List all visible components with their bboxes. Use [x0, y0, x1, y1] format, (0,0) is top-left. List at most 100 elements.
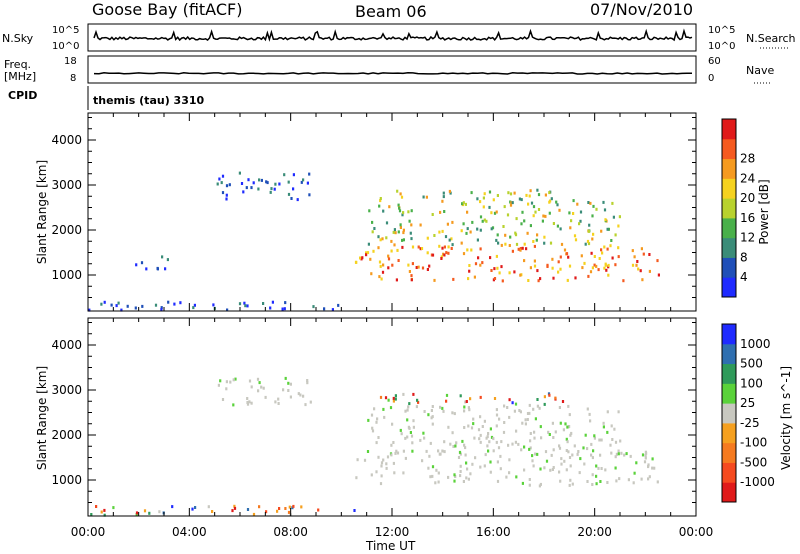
data-cell [604, 263, 607, 267]
data-cell [577, 450, 580, 453]
data-cell [438, 244, 441, 248]
data-cell [535, 238, 538, 242]
data-cell [552, 448, 555, 452]
data-cell [443, 245, 446, 249]
data-cell [419, 247, 422, 251]
data-cell [194, 506, 197, 509]
data-cell [381, 270, 385, 274]
velocity-colorbar-label: Velocity [m s^-1] [779, 366, 793, 470]
data-cell [284, 507, 287, 510]
data-cell [207, 505, 210, 509]
data-cell [528, 194, 531, 198]
data-cell [647, 477, 650, 481]
data-cell [603, 266, 606, 270]
data-cell [617, 449, 620, 453]
data-cell [394, 394, 397, 398]
data-cell [606, 430, 609, 434]
data-cell [548, 211, 551, 215]
data-cell [614, 233, 617, 237]
data-cell [600, 248, 603, 252]
data-cell [284, 301, 287, 305]
data-cell [233, 504, 236, 508]
data-cell [583, 462, 586, 466]
data-cell [412, 419, 415, 423]
data-cell [369, 257, 372, 261]
data-cell [587, 274, 590, 278]
data-cell [552, 466, 555, 469]
x-tick-label: 12:00 [375, 525, 410, 539]
data-cell [287, 192, 291, 196]
data-cell [141, 304, 144, 308]
colorbar-segment [722, 178, 736, 199]
data-cell [528, 411, 531, 415]
data-cell [492, 198, 495, 202]
data-cell [521, 210, 524, 214]
data-cell [533, 244, 536, 248]
x-tick-label: 00:00 [679, 525, 714, 539]
data-cell [484, 453, 487, 457]
data-cell [604, 218, 607, 222]
data-cell [592, 204, 595, 208]
data-cell [392, 399, 395, 403]
data-cell [631, 263, 635, 267]
data-cell [398, 206, 401, 210]
data-cell [167, 300, 170, 304]
data-cell [551, 421, 554, 425]
data-cell [536, 452, 539, 456]
nave-tick-bottom: 0 [708, 73, 714, 84]
data-cell [595, 264, 598, 268]
data-cell [355, 260, 358, 264]
colorbar-segment [722, 158, 736, 179]
data-cell [606, 247, 609, 251]
data-cell [464, 453, 467, 457]
data-cell [518, 409, 521, 412]
data-cell [277, 402, 280, 405]
data-cell [464, 446, 467, 450]
data-cell [550, 453, 553, 457]
data-cell [379, 197, 382, 200]
data-cell [402, 231, 405, 235]
colorbar-segment [722, 237, 736, 258]
data-cell [419, 223, 422, 227]
data-cell [558, 208, 561, 212]
data-cell [231, 509, 234, 513]
data-cell [528, 478, 531, 481]
colorbar-tick-label: 28 [740, 152, 755, 166]
data-cell [401, 213, 404, 217]
data-cell [543, 466, 546, 470]
data-cell [145, 267, 148, 271]
data-cell [602, 421, 605, 425]
data-cell [567, 404, 570, 408]
data-cell [600, 229, 603, 233]
data-cell [466, 467, 469, 471]
colorbar-tick-label: 4 [740, 270, 748, 284]
data-cell [426, 236, 429, 240]
data-cell [388, 205, 391, 209]
data-cell [278, 182, 281, 186]
data-cell [495, 238, 498, 242]
data-cell [590, 251, 593, 255]
data-cell [515, 217, 518, 221]
data-cell [614, 440, 618, 444]
data-cell [551, 266, 554, 270]
data-cell [629, 454, 632, 458]
data-cell [482, 205, 485, 209]
data-cell [361, 256, 364, 260]
data-cell [461, 439, 464, 443]
data-cell [467, 277, 470, 281]
data-cell [226, 308, 229, 312]
data-cell [505, 475, 508, 479]
data-cell [464, 202, 467, 206]
data-cell [515, 429, 518, 433]
data-cell [409, 231, 412, 235]
data-cell [534, 417, 537, 421]
data-cell [402, 238, 405, 242]
data-cell [282, 388, 285, 392]
data-cell [526, 231, 529, 235]
data-cell [576, 202, 579, 206]
data-cell [459, 452, 462, 456]
data-cell [523, 468, 526, 472]
data-cell [410, 274, 413, 278]
y-tick-label: 3000 [51, 383, 82, 397]
data-cell [397, 259, 400, 262]
